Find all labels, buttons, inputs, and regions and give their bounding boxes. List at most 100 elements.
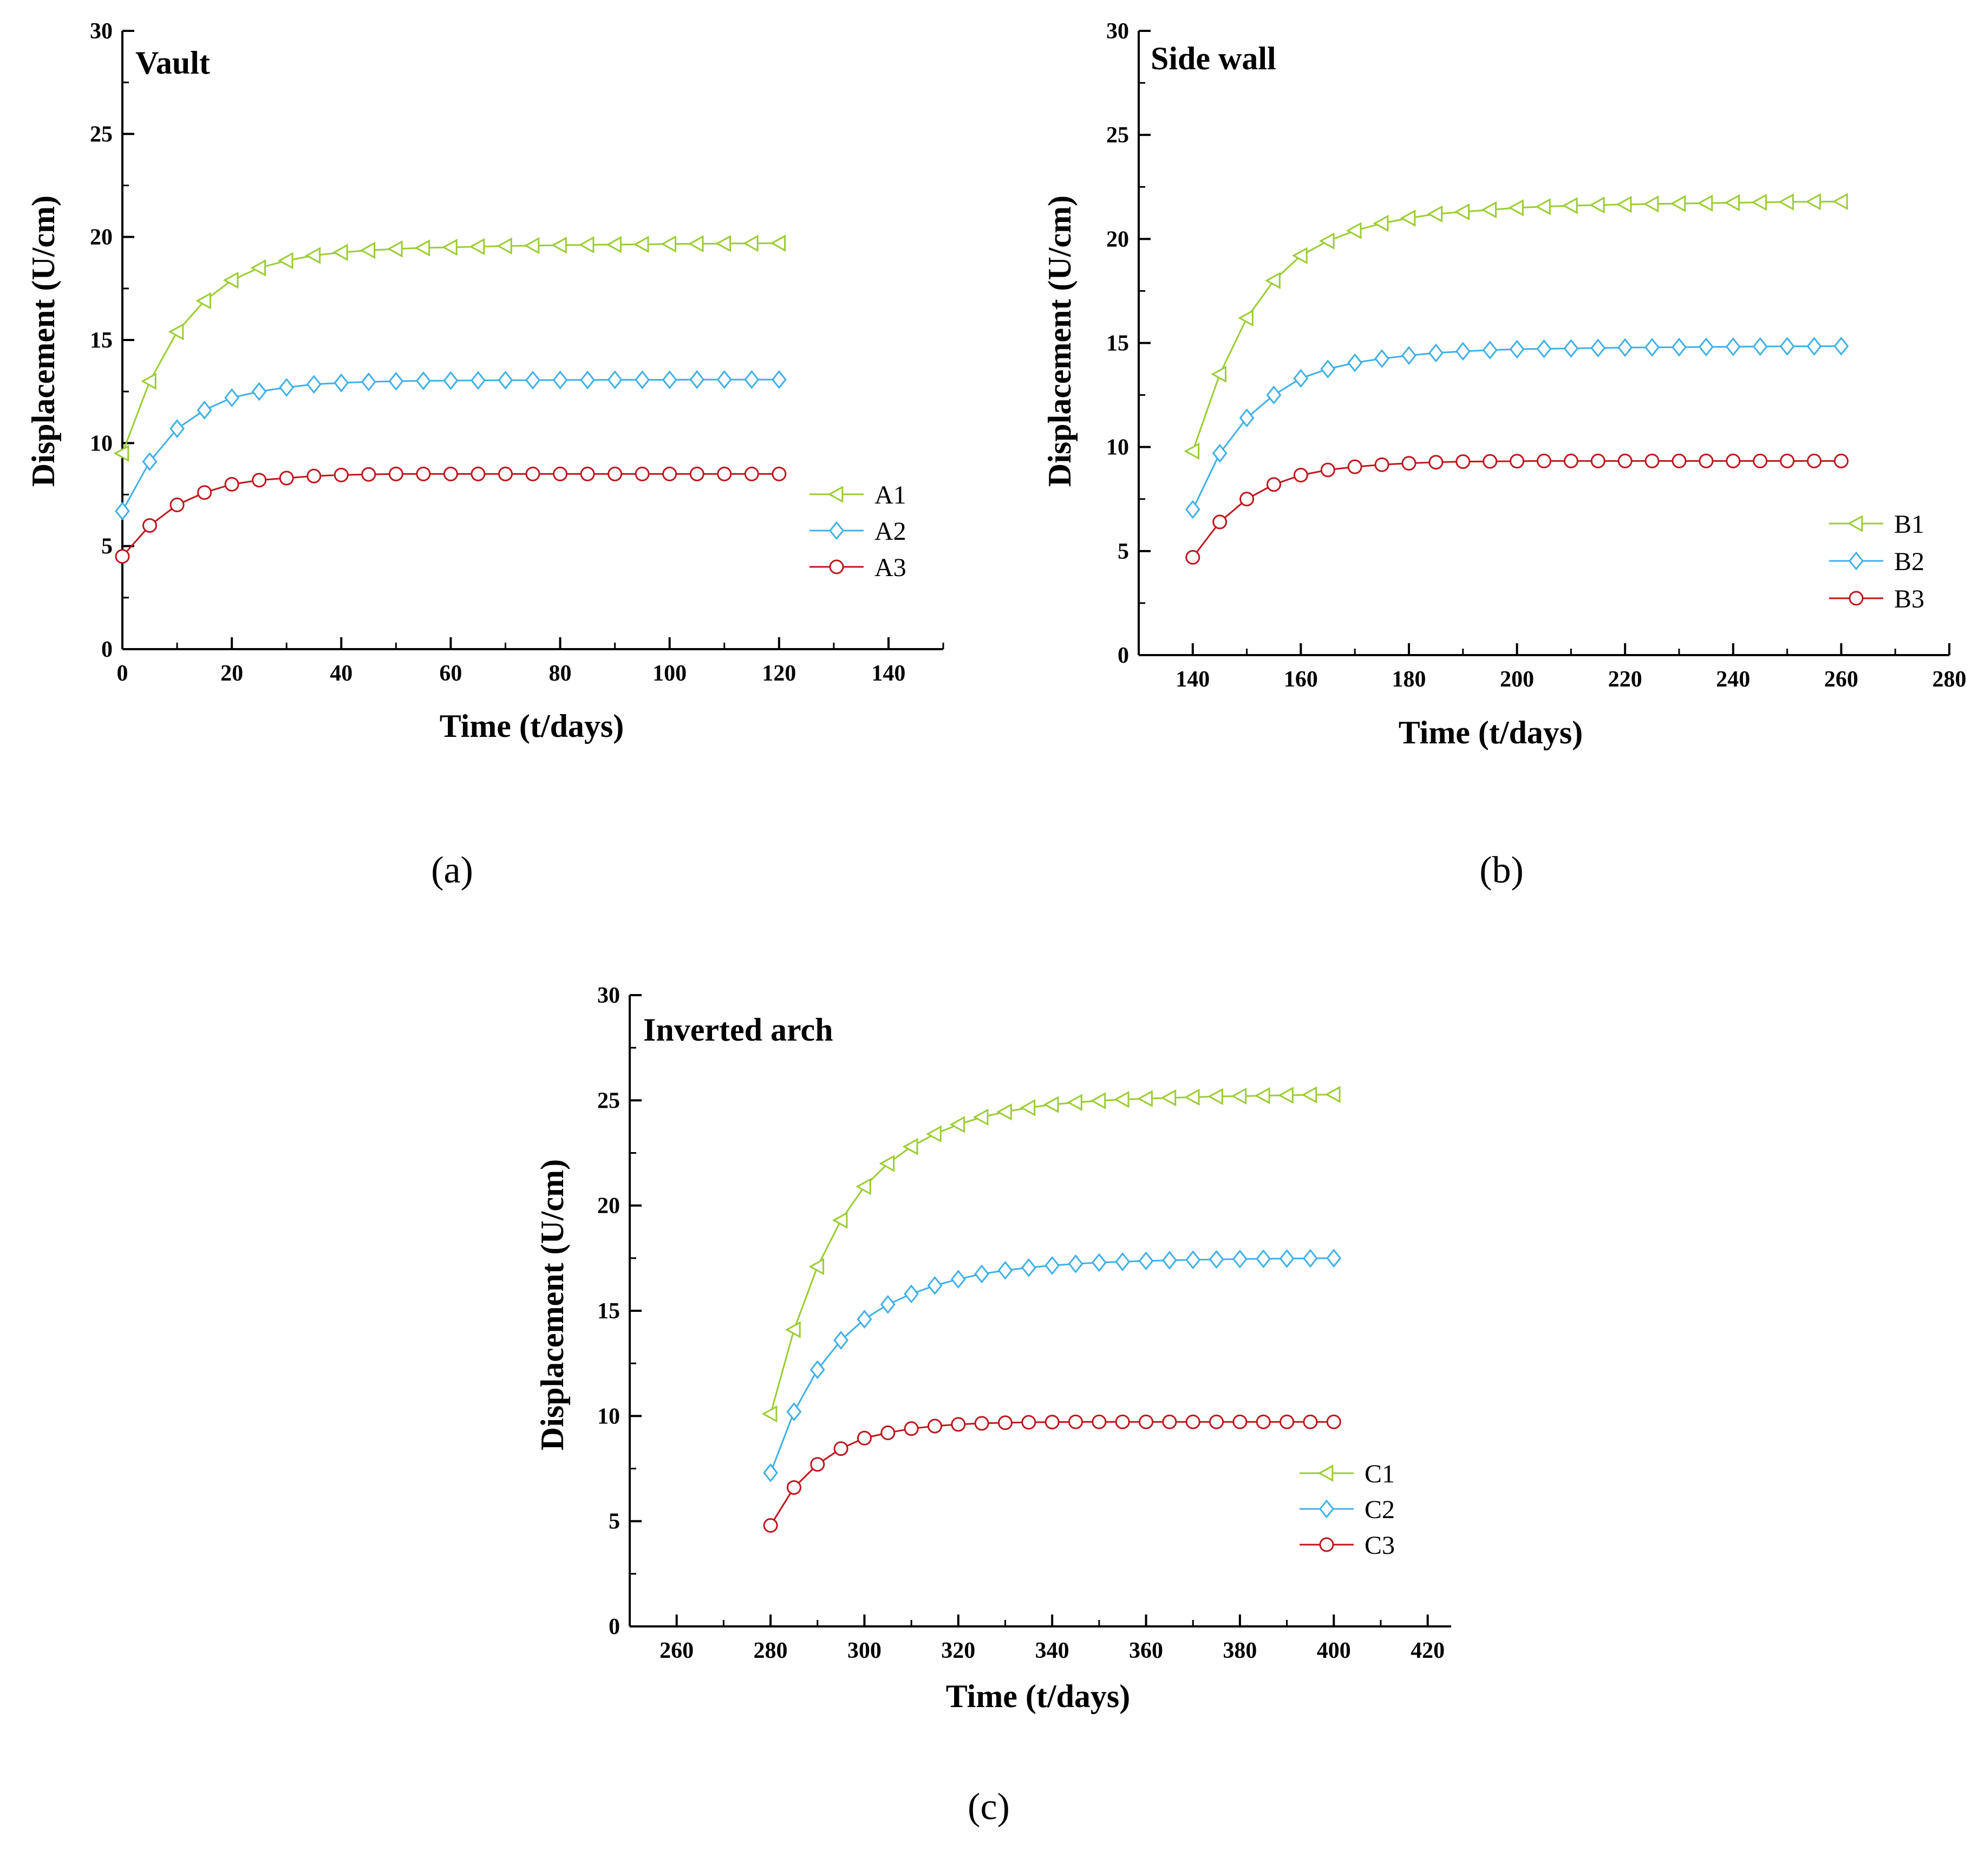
panel-c-series-c2-point bbox=[1185, 1250, 1201, 1270]
panel-b-series-b3-point bbox=[1753, 453, 1768, 468]
panel-c-series-c1-point bbox=[1067, 1094, 1082, 1111]
panel-a-series-a2-point bbox=[115, 501, 130, 521]
panel-c-plot: 0 5 10 15 20 25 30 260 280 300 320 340 360 380 400 420 C… bbox=[597, 983, 1451, 1663]
panel-b-series-b1-point bbox=[1454, 203, 1470, 221]
panel-c-series-c3-line bbox=[769, 1421, 1334, 1526]
panel-a-series-a3-point bbox=[689, 466, 704, 481]
panel-b-xtick-label: 220 bbox=[1608, 667, 1642, 692]
panel-b-xtick-label: 200 bbox=[1500, 667, 1534, 692]
panel-b-series-b2-point bbox=[1185, 500, 1200, 519]
panel-c-series-c2-point bbox=[1279, 1249, 1295, 1269]
panel-c-series-c3-point bbox=[1232, 1414, 1248, 1429]
panel-a-series-a1-point bbox=[742, 234, 759, 252]
panel-c-series-c2-point bbox=[1115, 1252, 1131, 1271]
panel-b-title: Side wall bbox=[1151, 41, 1276, 76]
panel-c-series-c3-point bbox=[763, 1518, 778, 1533]
panel-a-series-a3-point bbox=[525, 466, 540, 481]
panel-c-series-c2-point bbox=[1326, 1249, 1342, 1268]
panel-a: 0 5 10 15 20 25 30 0 20 40 60 80 100 120 140 A1 A2 A3 Vau… bbox=[25, 19, 944, 891]
panel-c-series-c1-point bbox=[1113, 1091, 1130, 1108]
panel-c-series-c3-point bbox=[1139, 1414, 1154, 1429]
panel-c-xtick-label: 260 bbox=[660, 1638, 694, 1663]
panel-a-ylabel: Displacement (U/cm) bbox=[25, 195, 61, 487]
panel-b-series-b1-point bbox=[1562, 197, 1578, 214]
panel-b-plot: 0 5 10 15 20 25 30 140 160 180 200 220 240 260 280 B1 B2… bbox=[1106, 19, 1967, 692]
panel-b-series-b3-point bbox=[1320, 462, 1335, 478]
panel-a-series-a2-point bbox=[580, 370, 595, 390]
panel-c-series-c3-point bbox=[786, 1480, 801, 1495]
panel-c-series-c3-point bbox=[833, 1441, 848, 1456]
panel-a-legend-a1-marker bbox=[827, 486, 844, 503]
panel-b-series-b1-point bbox=[1670, 195, 1686, 212]
panel-a-series-a1-point bbox=[688, 235, 704, 252]
panel-b-series-b3-point bbox=[1428, 455, 1444, 470]
panel-c-series-c1-point bbox=[785, 1321, 801, 1338]
panel-a-series-a3-point bbox=[717, 466, 732, 481]
panel-c-legend-c1-marker bbox=[1317, 1465, 1334, 1482]
panel-b-series-b3-line bbox=[1192, 460, 1842, 558]
panel-a-series-a3-point bbox=[142, 518, 158, 533]
panel-c-xtick-label: 340 bbox=[1035, 1638, 1069, 1663]
panel-a-legend-a3-marker bbox=[829, 559, 844, 574]
panel-c-series-c3-point bbox=[1303, 1414, 1318, 1429]
panel-c-series-c2-point bbox=[1161, 1251, 1177, 1270]
panel-a-series-a1-point bbox=[606, 236, 622, 253]
panel-b-series-b1-line bbox=[1192, 200, 1842, 452]
panel-b-series-b2-point bbox=[1698, 337, 1714, 357]
panel-b-caption: (b) bbox=[1479, 849, 1524, 891]
panel-a-series-a3-point bbox=[498, 466, 513, 481]
panel-c-ytick-label: 5 bbox=[609, 1509, 620, 1534]
panel-b-series-b1-point bbox=[1643, 195, 1659, 213]
panel-c-legend-c2-marker bbox=[1319, 1499, 1334, 1519]
panel-c-series-c3-point bbox=[1068, 1414, 1083, 1429]
panel-b-series-b2-point bbox=[1672, 337, 1687, 357]
panel-b-series-b1-point bbox=[1373, 214, 1389, 232]
panel-b-series-b1-point bbox=[1589, 196, 1605, 214]
panel-a-xtick-label: 80 bbox=[549, 661, 572, 686]
panel-c-xtick-label: 420 bbox=[1411, 1638, 1445, 1663]
panel-a-legend-a2-label: A2 bbox=[874, 517, 906, 546]
panel-b-series-b1-point bbox=[1292, 247, 1308, 264]
panel-b-series-b2-point bbox=[1617, 338, 1633, 357]
panel-a-series-a2-point bbox=[771, 370, 787, 389]
panel-c-series-c3-point bbox=[927, 1419, 942, 1434]
panel-c-series-c1-point bbox=[902, 1138, 918, 1155]
panel-a-series-a3-point bbox=[772, 466, 787, 481]
panel-b-series-b3-point bbox=[1483, 454, 1498, 469]
panel-c-series-c2-point bbox=[997, 1260, 1013, 1280]
panel-a-series-a2-point bbox=[361, 372, 376, 391]
panel-c-series-c1-point bbox=[1137, 1090, 1153, 1107]
panel-a-series-a2-point bbox=[498, 370, 513, 390]
panel-a-ytick-label: 25 bbox=[90, 122, 113, 147]
panel-c-series-c1-point bbox=[856, 1178, 871, 1195]
panel-c-ytick-label: 10 bbox=[597, 1404, 620, 1429]
panel-b-series-b3-point bbox=[1807, 453, 1822, 468]
panel-b-series-b3-point bbox=[1510, 454, 1525, 469]
panel-a-ytick-label: 5 bbox=[101, 534, 113, 559]
panel-c-series-c3-point bbox=[1326, 1414, 1341, 1429]
panel-a-xtick-label: 140 bbox=[871, 661, 905, 686]
panel-b-legend-b3-label: B3 bbox=[1894, 585, 1924, 613]
panel-b-legend-b2-label: B2 bbox=[1894, 547, 1924, 576]
panel-a-series-a3-point bbox=[197, 485, 212, 500]
panel-a-series-a3-point bbox=[306, 468, 322, 483]
panel-c-series-c2-point bbox=[927, 1276, 943, 1295]
panel-a-series-a2-point bbox=[471, 371, 486, 390]
panel-a-xtick-label: 0 bbox=[117, 661, 128, 686]
panel-a-series-a3-point bbox=[662, 466, 677, 481]
panel-a-legend-a3-label: A3 bbox=[874, 553, 906, 582]
panel-b-series-b1-point bbox=[1238, 309, 1254, 327]
panel-b-series-b1-point bbox=[1805, 193, 1821, 211]
panel-c-series-c2-line bbox=[769, 1257, 1334, 1473]
panel-b-series-b1-point bbox=[1265, 272, 1281, 289]
panel-a-xtick-label: 60 bbox=[439, 661, 462, 686]
panel-a-series-a2-point bbox=[224, 388, 240, 407]
panel-b-series-b2-point bbox=[1752, 337, 1768, 356]
panel-b-series-b2-point bbox=[1725, 337, 1741, 356]
panel-b-series-b3-point bbox=[1563, 453, 1578, 468]
panel-c-series-c3-point bbox=[1092, 1414, 1107, 1429]
panel-b-series-b1-point bbox=[1318, 232, 1335, 250]
panel-a-series-a1-point bbox=[661, 235, 676, 253]
panel-b-series-b2-point bbox=[1239, 408, 1255, 428]
panel-b-series-b3-point bbox=[1347, 459, 1362, 474]
